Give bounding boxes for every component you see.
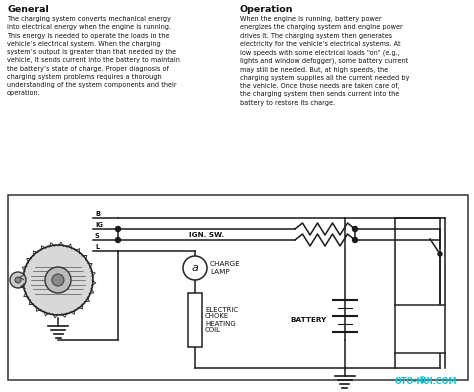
Circle shape: [116, 227, 120, 232]
Text: ©: ©: [418, 377, 427, 386]
Text: BATTERY: BATTERY: [291, 317, 327, 323]
Circle shape: [52, 274, 64, 286]
Text: VEHICLE
LOADS: VEHICLE LOADS: [405, 323, 436, 336]
Bar: [395, 305, 445, 353]
Text: IG: IG: [95, 222, 103, 228]
Circle shape: [45, 267, 71, 293]
Text: S: S: [95, 233, 100, 239]
Bar: [188, 293, 202, 347]
Text: When the engine is running, battery power
energizes the charging system and engi: When the engine is running, battery powe…: [240, 16, 410, 105]
Bar: [8, 195, 468, 380]
Circle shape: [15, 277, 21, 283]
Text: General: General: [7, 5, 49, 14]
Text: IGN. SW.: IGN. SW.: [189, 232, 224, 238]
Circle shape: [353, 238, 357, 243]
Circle shape: [183, 256, 207, 280]
Circle shape: [23, 245, 93, 315]
Text: a: a: [191, 263, 199, 273]
Text: Operation: Operation: [240, 5, 293, 14]
Text: OTO-HUI.COM: OTO-HUI.COM: [394, 377, 457, 386]
Text: ELECTRIC
CHOKE
HEATING
COIL: ELECTRIC CHOKE HEATING COIL: [205, 307, 238, 334]
Circle shape: [10, 272, 26, 288]
Text: B: B: [95, 211, 100, 217]
Circle shape: [353, 227, 357, 232]
Circle shape: [438, 252, 442, 256]
Circle shape: [116, 238, 120, 243]
Text: L: L: [95, 244, 99, 250]
Text: The charging system converts mechanical energy
into electrical energy when the e: The charging system converts mechanical …: [7, 16, 180, 96]
Text: CHARGE
LAMP: CHARGE LAMP: [210, 261, 241, 274]
